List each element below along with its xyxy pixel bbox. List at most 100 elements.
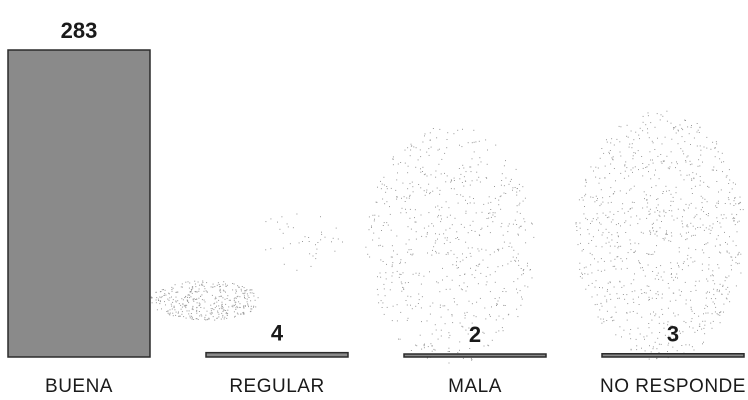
scan-speckle	[642, 163, 644, 164]
scan-speckle	[708, 257, 710, 258]
scan-speckle	[640, 267, 642, 269]
value-label-no-responde: 3	[667, 322, 679, 347]
scan-speckle	[198, 302, 200, 304]
scan-speckle	[164, 301, 165, 303]
scan-speckle	[656, 274, 658, 276]
scan-speckle	[248, 306, 249, 308]
scan-speckle	[368, 216, 370, 218]
scan-speckle	[648, 299, 650, 301]
scan-speckle	[467, 247, 469, 249]
scan-speckle	[382, 302, 384, 304]
scan-speckle	[638, 260, 640, 262]
scan-speckle	[302, 241, 303, 242]
scan-speckle	[691, 310, 693, 312]
scan-speckle	[467, 333, 469, 335]
scan-speckle	[735, 256, 737, 258]
scan-speckle	[586, 219, 588, 221]
scan-speckle	[645, 124, 647, 126]
scan-speckle	[206, 282, 208, 284]
scan-speckle	[483, 345, 485, 347]
scan-speckle	[593, 170, 594, 172]
scan-speckle	[522, 270, 524, 272]
scan-speckle	[704, 320, 706, 322]
scan-speckle	[715, 147, 716, 149]
scan-speckle	[614, 191, 616, 193]
scan-speckle	[415, 221, 417, 223]
scan-speckle	[626, 312, 628, 314]
scan-speckle	[448, 347, 450, 349]
scan-speckle	[198, 288, 200, 290]
scan-speckle	[409, 194, 411, 196]
scan-speckle	[188, 287, 190, 289]
scan-speckle	[646, 335, 648, 337]
scan-speckle	[198, 305, 200, 307]
scan-speckle	[685, 322, 687, 324]
scan-speckle	[203, 290, 205, 292]
scan-speckle	[189, 282, 191, 284]
scan-speckle	[171, 305, 173, 307]
scan-speckle	[385, 272, 387, 274]
scan-speckle	[407, 282, 409, 283]
scan-speckle	[475, 316, 477, 318]
scan-speckle	[168, 292, 170, 294]
scan-speckle	[588, 233, 590, 235]
scan-speckle	[638, 304, 640, 305]
scan-speckle	[648, 323, 650, 324]
scan-speckle	[504, 305, 506, 306]
scan-speckle	[183, 316, 185, 318]
scan-speckle	[516, 191, 518, 193]
scan-speckle	[485, 249, 487, 251]
scan-speckle	[698, 132, 700, 133]
scan-speckle	[609, 196, 611, 198]
scan-speckle	[728, 291, 730, 293]
scan-speckle	[432, 128, 434, 129]
scan-speckle	[412, 186, 414, 188]
scan-speckle	[649, 345, 650, 347]
scan-speckle	[242, 312, 244, 314]
scan-speckle	[584, 195, 586, 197]
scan-speckle	[620, 258, 622, 260]
scan-speckle	[380, 276, 382, 278]
scan-speckle	[606, 299, 608, 301]
scan-speckle	[648, 137, 650, 139]
scan-speckle	[502, 265, 504, 267]
scan-speckle	[450, 188, 452, 190]
scan-speckle	[315, 244, 316, 246]
scan-speckle	[192, 287, 194, 289]
scan-speckle	[227, 313, 229, 315]
scan-speckle	[243, 287, 245, 289]
scan-speckle	[737, 254, 739, 256]
scan-speckle	[717, 264, 719, 266]
scan-speckle	[735, 203, 737, 205]
scan-speckle	[630, 216, 632, 218]
scan-speckle	[655, 169, 656, 171]
scan-speckle	[456, 231, 458, 233]
scan-speckle	[654, 233, 656, 235]
scan-speckle	[424, 194, 426, 196]
scan-speckle	[494, 212, 496, 214]
scan-speckle	[237, 313, 239, 315]
scan-speckle	[462, 128, 463, 130]
scan-speckle	[195, 299, 197, 300]
scan-speckle	[169, 297, 171, 299]
scan-speckle	[442, 305, 444, 307]
scan-speckle	[679, 124, 681, 126]
scan-speckle	[658, 322, 660, 324]
scan-speckle	[470, 267, 471, 269]
scan-speckle	[675, 299, 677, 301]
scan-speckle	[233, 283, 235, 285]
scan-speckle	[702, 343, 703, 345]
scan-speckle	[251, 308, 253, 310]
scan-speckle	[250, 300, 252, 302]
scan-speckle	[601, 246, 603, 248]
scan-speckle	[671, 210, 673, 212]
scan-speckle	[519, 212, 521, 214]
scan-speckle	[505, 193, 507, 194]
scan-speckle	[471, 322, 473, 324]
scan-speckle	[729, 191, 731, 193]
scan-speckle	[223, 318, 225, 320]
scan-speckle	[612, 193, 614, 195]
scan-speckle	[407, 226, 409, 228]
scan-speckle	[699, 325, 701, 327]
scan-speckle	[496, 303, 497, 305]
